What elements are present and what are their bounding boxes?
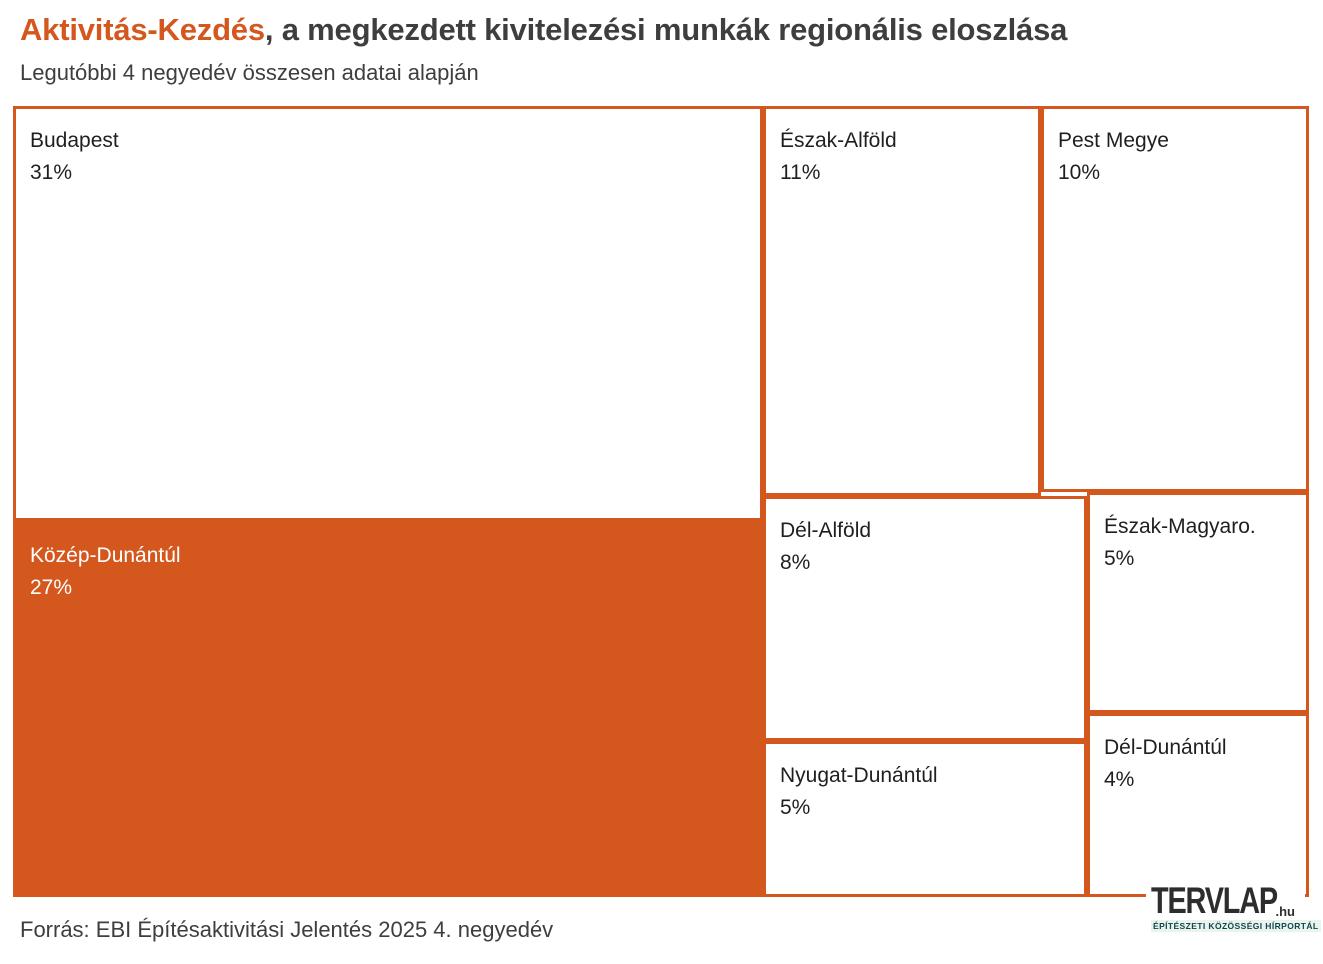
region-percent: 5% (1104, 547, 1135, 570)
treemap-cell-kozep-dunantul: Közép-Dunántúl 27% (13, 521, 763, 897)
source-note: Forrás: EBI Építésaktivitási Jelentés 20… (20, 917, 554, 942)
treemap-cell-nyugat-dunantul: Nyugat-Dunántúl 5% (763, 741, 1087, 897)
region-name: Dél-Alföld (780, 519, 872, 542)
region-percent: 8% (780, 551, 811, 574)
logo-tagline: ÉPÍTÉSZETI KÖZÖSSÉGI HÍRPORTÁL (1151, 920, 1321, 932)
region-percent: 11% (780, 161, 821, 184)
treemap-chart: Budapest 31% Közép-Dunántúl 27% Észak-Al… (13, 106, 1309, 897)
region-name: Nyugat-Dunántúl (780, 764, 938, 787)
treemap-cell-eszak-magyarorszag: Észak-Magyaro. 5% (1087, 492, 1309, 713)
region-name: Pest Megye (1058, 129, 1169, 152)
region-percent: 31% (30, 161, 73, 184)
region-name: Budapest (30, 129, 119, 152)
region-percent: 5% (780, 796, 811, 819)
treemap-cell-del-alfold: Dél-Alföld 8% (763, 496, 1087, 741)
region-name: Észak-Alföld (780, 129, 897, 152)
logo-wordmark-row: TERVLAP .hu (1151, 880, 1295, 921)
treemap-cell-eszak-alfold: Észak-Alföld 11% (763, 106, 1041, 496)
region-name: Észak-Magyaro. (1104, 515, 1256, 538)
subtitle: Legutóbbi 4 negyedév összesen adatai ala… (20, 60, 479, 85)
treemap-cell-del-dunantul: Dél-Dunántúl 4% (1087, 713, 1309, 897)
title-highlight: Aktivitás-Kezdés (20, 12, 265, 47)
region-name: Dél-Dunántúl (1104, 736, 1227, 759)
treemap-cell-pest-megye: Pest Megye 10% (1041, 106, 1309, 492)
logo-tld: .hu (1275, 904, 1296, 919)
page-title: Aktivitás-Kezdés, a megkezdett kivitelez… (20, 12, 1067, 48)
logo-wordmark: TERVLAP (1151, 880, 1278, 921)
treemap-cell-budapest: Budapest 31% (13, 106, 763, 521)
region-percent: 10% (1058, 161, 1101, 184)
title-rest: , a megkezdett kivitelezési munkák regio… (264, 12, 1068, 47)
tervlap-logo: TERVLAP .hu ÉPÍTÉSZETI KÖZÖSSÉGI HÍRPORT… (1146, 880, 1321, 934)
region-percent: 27% (30, 576, 73, 599)
region-name: Közép-Dunántúl (30, 544, 181, 567)
region-percent: 4% (1104, 768, 1135, 791)
